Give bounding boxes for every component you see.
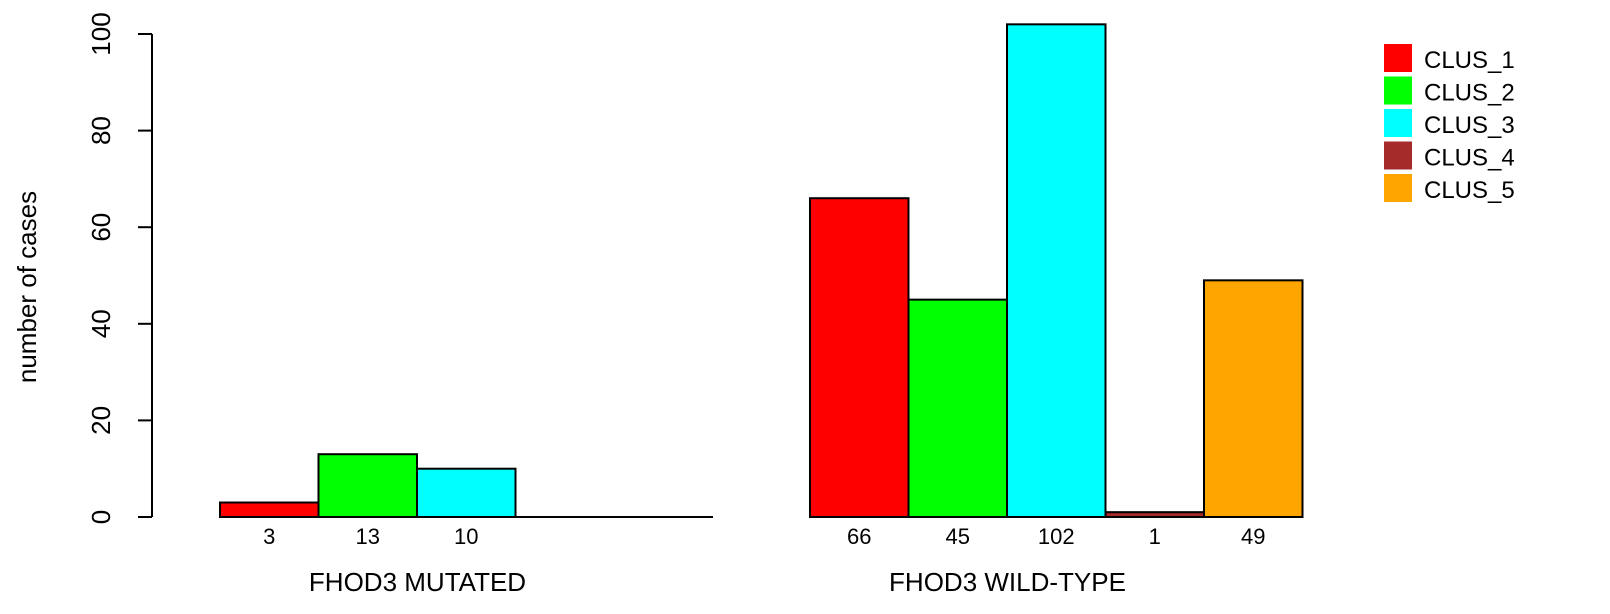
legend: CLUS_1 CLUS_2 CLUS_3 CLUS_4 CLUS_5 [1384, 44, 1515, 204]
bar-value-label: 13 [356, 524, 380, 549]
legend-item: CLUS_4 [1384, 141, 1515, 172]
y-tick-label: 40 [86, 309, 116, 338]
bar [907, 298, 1008, 518]
legend-item: CLUS_1 [1384, 44, 1515, 74]
y-tick-label: 0 [86, 510, 116, 524]
bar [317, 453, 418, 518]
bar-value-label: 10 [454, 524, 478, 549]
bar [1006, 23, 1107, 519]
y-tick-label: 80 [86, 116, 116, 145]
bar [416, 467, 517, 519]
y-tick-label: 20 [86, 406, 116, 435]
legend-item: CLUS_3 [1384, 109, 1515, 139]
bar-groups: 3 13 10 FHOD3 MUTATED 66 45 102 1 49 FHOD3 WILD-T… [219, 23, 1304, 597]
legend-item: CLUS_5 [1384, 174, 1515, 204]
y-tick-label: 100 [86, 12, 116, 55]
bar [809, 197, 910, 518]
legend-label: CLUS_1 [1424, 47, 1515, 74]
legend-label: CLUS_3 [1424, 112, 1515, 139]
y-tick-label: 60 [86, 213, 116, 242]
bar-value-label: 3 [263, 524, 275, 549]
legend-label: CLUS_4 [1424, 145, 1515, 172]
bar-group: 66 45 102 1 49 FHOD3 WILD-TYPE [809, 23, 1304, 597]
legend-label: CLUS_2 [1424, 80, 1515, 107]
y-axis-label: number of cases [12, 191, 42, 383]
bar-group: 3 13 10 FHOD3 MUTATED [219, 453, 713, 597]
bar [1203, 279, 1304, 518]
legend-swatch [1384, 109, 1412, 137]
legend-swatch [1384, 44, 1412, 72]
legend-swatch [1384, 141, 1412, 170]
group-label: FHOD3 MUTATED [309, 567, 526, 597]
legend-swatch [1384, 174, 1412, 202]
bar-value-label: 66 [847, 524, 871, 549]
bar-value-label: 1 [1149, 524, 1161, 549]
bar-value-label: 45 [946, 524, 970, 549]
bar [219, 501, 320, 519]
legend-swatch [1384, 76, 1412, 105]
bar-value-label: 102 [1038, 524, 1075, 549]
bar-value-label: 49 [1241, 524, 1265, 549]
legend-item: CLUS_2 [1384, 76, 1515, 107]
legend-label: CLUS_5 [1424, 177, 1515, 204]
group-label: FHOD3 WILD-TYPE [889, 567, 1126, 597]
y-axis: 0 20 40 60 80 100 [86, 12, 153, 524]
